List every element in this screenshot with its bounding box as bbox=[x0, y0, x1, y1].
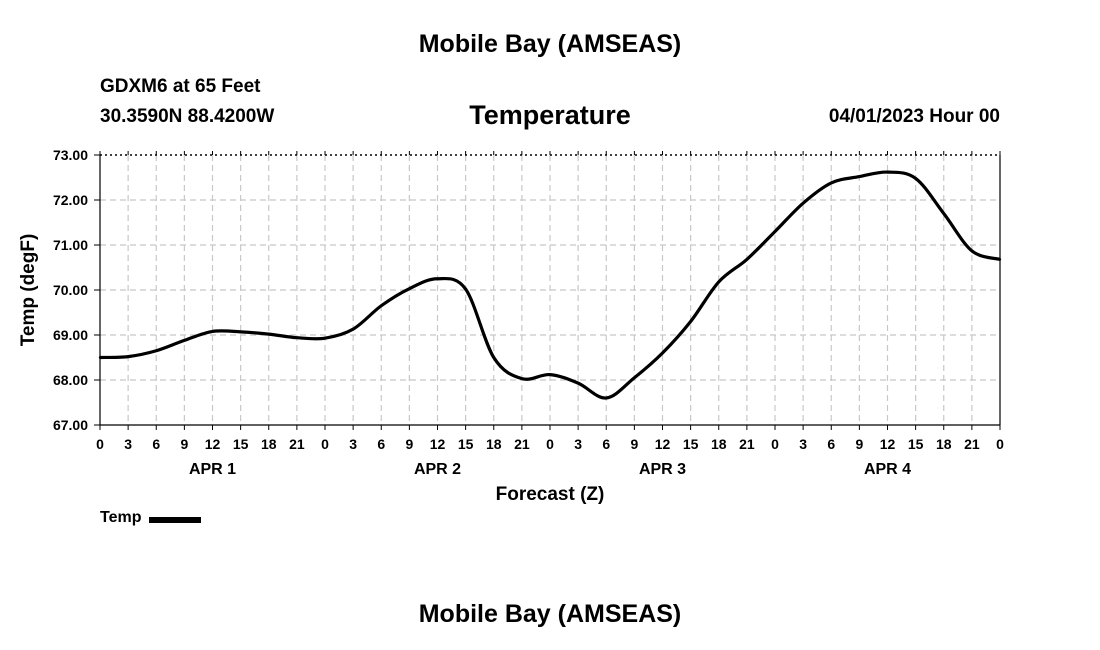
data-point bbox=[633, 376, 636, 379]
x-tick-label: 21 bbox=[289, 436, 305, 452]
x-tick-label: 15 bbox=[683, 436, 699, 452]
x-tick-label: 9 bbox=[855, 436, 863, 452]
data-point bbox=[605, 396, 608, 400]
x-tick-label: 3 bbox=[124, 436, 132, 452]
data-point bbox=[211, 330, 214, 333]
x-tick-label: 18 bbox=[936, 436, 952, 452]
y-tick-label: 67.00 bbox=[53, 417, 88, 433]
x-tick-label: 6 bbox=[152, 436, 160, 452]
x-tick-label: 21 bbox=[964, 436, 980, 452]
data-point bbox=[689, 320, 692, 323]
x-tick-label: 12 bbox=[205, 436, 221, 452]
x-tick-label: 15 bbox=[233, 436, 249, 452]
y-axis-title: Temp (degF) bbox=[18, 234, 39, 347]
x-tick-label: 0 bbox=[321, 436, 329, 452]
temperature-chart: 0 3 6 9 12 15 18 21 0 3 6 9 12 15 18 21 0 3 6 9 12 15 18 21 0 3 6 9… bbox=[18, 147, 1004, 505]
x-tick-label: 12 bbox=[880, 436, 896, 452]
day-label: APR 1 bbox=[189, 461, 236, 478]
coordinates-label: 30.3590N 88.4200W bbox=[100, 106, 275, 127]
y-tick-label: 71.00 bbox=[53, 237, 88, 253]
data-point bbox=[914, 177, 917, 180]
data-point bbox=[351, 327, 355, 331]
legend: Temp bbox=[100, 509, 202, 527]
bottom-title: Mobile Bay (AMSEAS) bbox=[418, 600, 682, 628]
data-point bbox=[98, 356, 102, 359]
x-tick-label: 6 bbox=[602, 436, 610, 452]
data-point bbox=[858, 175, 861, 178]
data-point bbox=[464, 287, 467, 291]
data-point bbox=[380, 304, 383, 307]
data-point bbox=[295, 336, 299, 339]
y-tick-label: 72.00 bbox=[53, 192, 88, 208]
legend-label: Temp bbox=[100, 509, 142, 526]
x-tick-label: 18 bbox=[711, 436, 727, 452]
data-point bbox=[576, 381, 580, 385]
data-point bbox=[745, 258, 749, 261]
data-point bbox=[408, 287, 411, 290]
x-tick-label: 18 bbox=[486, 436, 502, 452]
data-point bbox=[436, 277, 439, 280]
day-label: APR 2 bbox=[414, 461, 461, 478]
data-point bbox=[886, 170, 889, 174]
data-point bbox=[239, 330, 242, 334]
x-tick-label: 21 bbox=[514, 436, 530, 452]
top-title: Mobile Bay (AMSEAS) bbox=[418, 30, 682, 58]
day-label: APR 3 bbox=[639, 461, 686, 478]
data-point bbox=[773, 230, 777, 233]
data-point bbox=[492, 356, 495, 359]
data-point bbox=[970, 249, 974, 253]
x-tick-label: 9 bbox=[180, 436, 188, 452]
data-point bbox=[801, 201, 805, 205]
y-tick-label: 73.00 bbox=[53, 147, 88, 163]
data-point bbox=[155, 349, 158, 352]
data-point bbox=[661, 351, 664, 355]
data-point bbox=[126, 355, 130, 358]
data-point bbox=[942, 212, 945, 215]
data-point bbox=[830, 181, 833, 185]
day-label: APR 4 bbox=[864, 461, 911, 478]
x-tick-label: 3 bbox=[799, 436, 807, 452]
x-tick-label: 3 bbox=[349, 436, 357, 452]
x-tick-label: 6 bbox=[377, 436, 385, 452]
data-point bbox=[520, 377, 524, 380]
x-tick-label: 12 bbox=[655, 436, 671, 452]
x-tick-label: 9 bbox=[405, 436, 413, 452]
x-tick-label: 15 bbox=[458, 436, 474, 452]
y-tick-label: 70.00 bbox=[53, 282, 88, 298]
x-axis-title: Forecast (Z) bbox=[496, 484, 605, 505]
x-tick-label: 3 bbox=[574, 436, 582, 452]
x-tick-label: 0 bbox=[96, 436, 104, 452]
y-tick-label: 69.00 bbox=[53, 327, 88, 343]
x-tick-label: 21 bbox=[739, 436, 755, 452]
data-point bbox=[267, 332, 270, 336]
x-tick-label: 12 bbox=[430, 436, 446, 452]
x-tick-label: 15 bbox=[908, 436, 924, 452]
data-point bbox=[717, 280, 720, 284]
x-tick-label: 0 bbox=[996, 436, 1004, 452]
data-point bbox=[548, 373, 552, 376]
data-point bbox=[998, 258, 1002, 261]
x-tick-label: 0 bbox=[546, 436, 554, 452]
forecast-date-label: 04/01/2023 Hour 00 bbox=[828, 106, 1000, 127]
station-label: GDXM6 at 65 Feet bbox=[100, 76, 261, 97]
x-tick-label: 9 bbox=[630, 436, 638, 452]
chart-title: Temperature bbox=[469, 100, 631, 130]
x-tick-label: 0 bbox=[771, 436, 779, 452]
data-point bbox=[323, 336, 327, 340]
x-tick-label: 6 bbox=[827, 436, 835, 452]
legend-swatch bbox=[149, 516, 202, 523]
data-point bbox=[183, 339, 186, 342]
x-tick-label: 18 bbox=[261, 436, 277, 452]
y-tick-label: 68.00 bbox=[53, 372, 88, 388]
